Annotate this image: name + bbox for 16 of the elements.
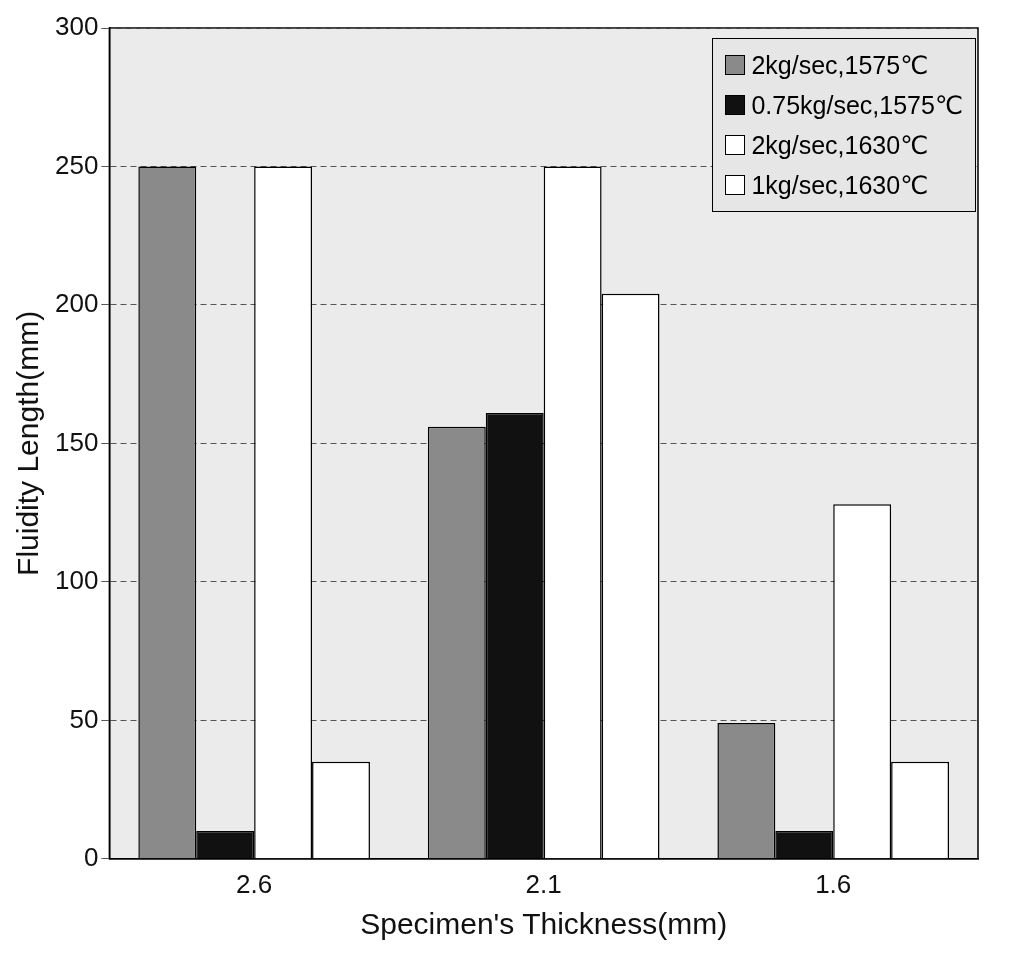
x-tick-label: 2.1 <box>525 868 562 899</box>
legend-label: 0.75kg/sec,1575℃ <box>751 90 963 121</box>
y-tick-label: 150 <box>54 426 99 457</box>
x-tick-label: 1.6 <box>815 868 852 899</box>
y-tick-label: 50 <box>69 703 99 734</box>
y-tick-label: 0 <box>83 841 99 872</box>
x-tick-label: 2.6 <box>236 868 273 899</box>
legend-label: 2kg/sec,1630℃ <box>751 130 929 161</box>
x-axis-title: Specimen's Thickness(mm) <box>360 907 728 941</box>
y-tick-label: 300 <box>54 11 99 42</box>
y-axis-title: Fluidity Length(mm) <box>11 310 45 576</box>
y-tick-label: 200 <box>54 288 99 319</box>
legend-label: 2kg/sec,1575℃ <box>751 50 929 81</box>
legend-label: 1kg/sec,1630℃ <box>751 170 929 201</box>
y-tick-label: 100 <box>54 565 99 596</box>
y-tick-label: 250 <box>54 149 99 180</box>
